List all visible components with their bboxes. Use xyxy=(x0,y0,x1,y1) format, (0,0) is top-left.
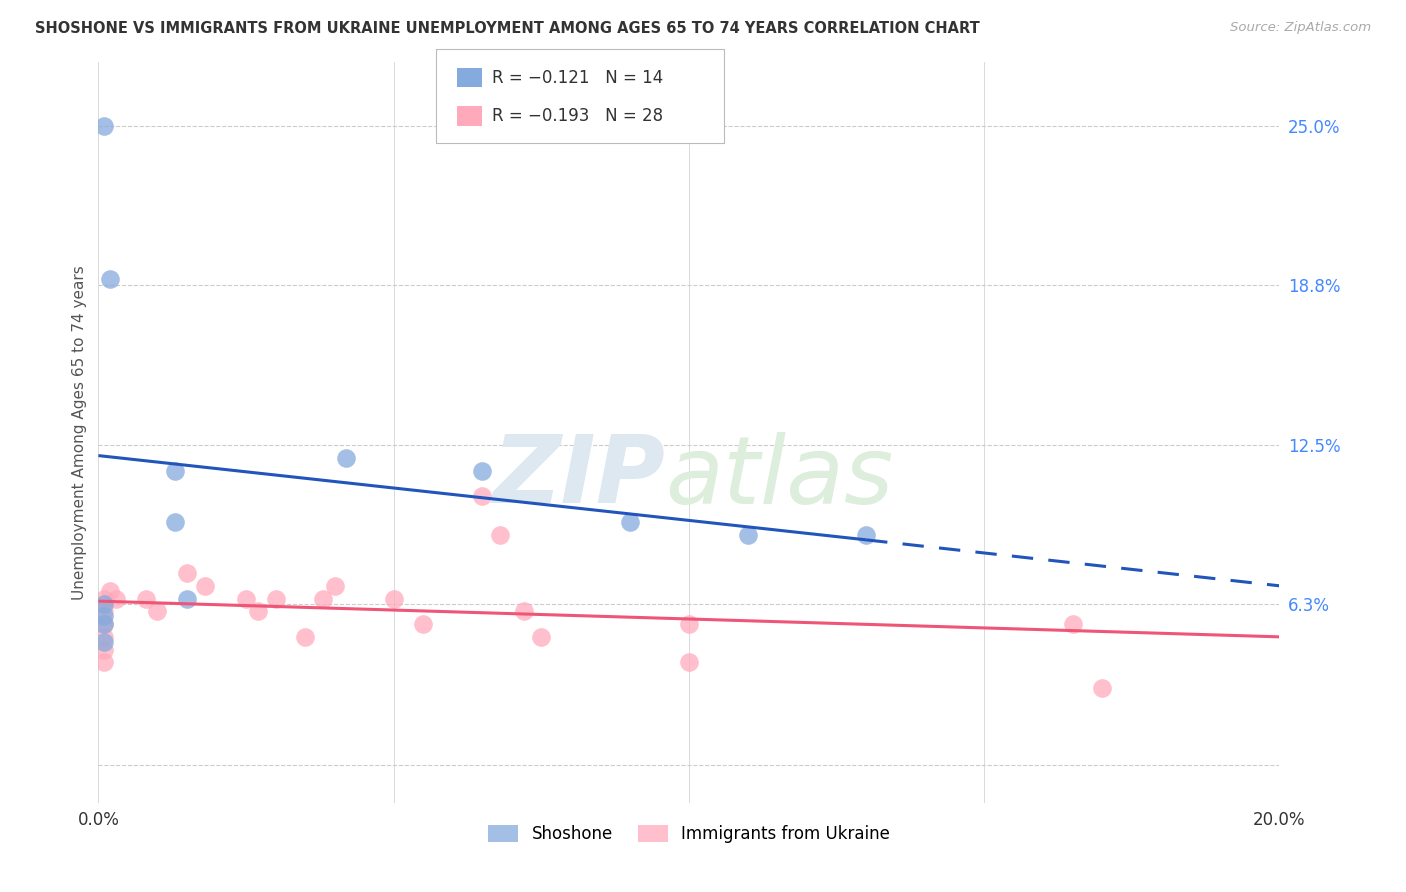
Text: atlas: atlas xyxy=(665,432,894,523)
Point xyxy=(105,591,128,606)
Point xyxy=(246,604,269,618)
Point xyxy=(93,642,115,657)
Point xyxy=(176,591,198,606)
Point xyxy=(93,635,115,649)
Point xyxy=(1062,617,1084,632)
Point xyxy=(146,604,169,618)
Point xyxy=(93,617,115,632)
Point xyxy=(235,591,257,606)
Point xyxy=(512,604,534,618)
Point xyxy=(93,597,115,611)
Point xyxy=(165,464,187,478)
Point xyxy=(855,527,877,541)
Point xyxy=(294,630,316,644)
Point xyxy=(135,591,157,606)
Text: R = −0.121   N = 14: R = −0.121 N = 14 xyxy=(492,69,664,87)
Point xyxy=(489,527,512,541)
Point xyxy=(264,591,287,606)
Point xyxy=(323,579,346,593)
Point xyxy=(382,591,405,606)
Point xyxy=(1091,681,1114,695)
Legend: Shoshone, Immigrants from Ukraine: Shoshone, Immigrants from Ukraine xyxy=(481,819,897,850)
Point xyxy=(93,604,115,618)
Point xyxy=(93,617,115,632)
Point xyxy=(165,515,187,529)
Text: Source: ZipAtlas.com: Source: ZipAtlas.com xyxy=(1230,21,1371,34)
Point xyxy=(471,490,494,504)
Point xyxy=(98,272,121,286)
Point xyxy=(678,617,700,632)
Point xyxy=(93,630,115,644)
Point xyxy=(335,451,357,466)
Text: ZIP: ZIP xyxy=(492,431,665,523)
Text: R = −0.193   N = 28: R = −0.193 N = 28 xyxy=(492,107,664,125)
Point xyxy=(93,609,115,624)
Y-axis label: Unemployment Among Ages 65 to 74 years: Unemployment Among Ages 65 to 74 years xyxy=(72,265,87,600)
Point xyxy=(412,617,434,632)
Point xyxy=(530,630,553,644)
Point xyxy=(471,464,494,478)
Point xyxy=(312,591,335,606)
Point xyxy=(93,656,115,670)
Point xyxy=(176,566,198,580)
Point xyxy=(194,579,217,593)
Point xyxy=(619,515,641,529)
Point xyxy=(93,120,115,134)
Point xyxy=(98,583,121,598)
Point xyxy=(737,527,759,541)
Point xyxy=(678,656,700,670)
Text: SHOSHONE VS IMMIGRANTS FROM UKRAINE UNEMPLOYMENT AMONG AGES 65 TO 74 YEARS CORRE: SHOSHONE VS IMMIGRANTS FROM UKRAINE UNEM… xyxy=(35,21,980,36)
Point xyxy=(93,591,115,606)
